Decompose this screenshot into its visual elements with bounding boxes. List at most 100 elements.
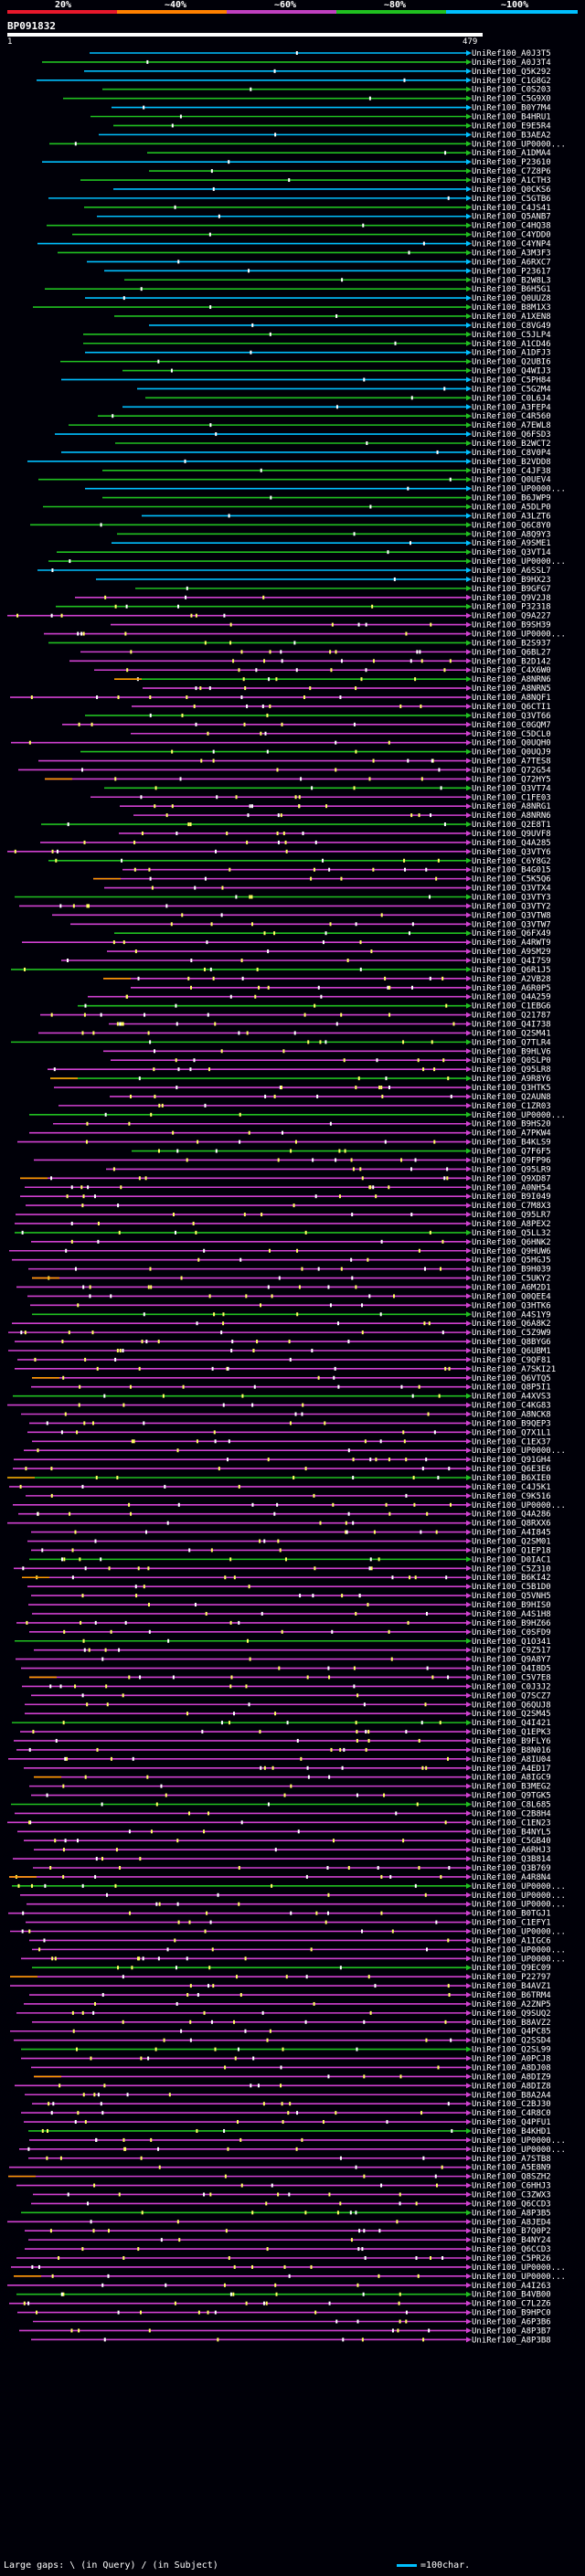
hit-label[interactable]: UniRef100_Q2SM01 (472, 1538, 551, 1547)
hit-label[interactable]: UniRef100_Q4A286 (472, 1511, 551, 1520)
hit-label[interactable]: UniRef100_Q0UEV4 (472, 476, 551, 485)
hit-label[interactable]: UniRef100_Q0UUZ8 (472, 294, 551, 303)
hit-label[interactable]: UniRef100_B6TRM4 (472, 1991, 551, 2000)
hit-label[interactable]: UniRef100_Q1O341 (472, 1638, 551, 1647)
hit-label[interactable]: UniRef100_Q72HY5 (472, 775, 551, 784)
hit-label[interactable]: UniRef100_Q8BYG6 (472, 1338, 551, 1347)
hit-label[interactable]: UniRef100_C5GTB6 (472, 195, 551, 204)
hit-label[interactable]: UniRef100_Q6CCD3 (472, 2200, 551, 2209)
hit-label[interactable]: UniRef100_Q9SUQ2 (472, 2009, 551, 2019)
hit-label[interactable]: UniRef100_Q2E8T1 (472, 821, 551, 830)
hit-label[interactable]: UniRef100_Q2SM45 (472, 1710, 551, 1719)
hit-label[interactable]: UniRef100_B4G015 (472, 866, 551, 875)
hit-label[interactable]: UniRef100_A6M2D1 (472, 1283, 551, 1292)
hit-label[interactable]: UniRef100_A0J3T5 (472, 49, 551, 58)
hit-label[interactable]: UniRef100_A4S1Y9 (472, 1310, 551, 1320)
hit-label[interactable]: UniRef100_A8DJ08 (472, 2063, 551, 2072)
hit-label[interactable]: UniRef100_Q2AUN8 (472, 1093, 551, 1102)
hit-label[interactable]: UniRef100_A1DFJ3 (472, 349, 551, 358)
hit-label[interactable]: UniRef100_A8P3B8 (472, 2336, 551, 2345)
hit-label[interactable]: UniRef100_C1EBG6 (472, 1002, 551, 1012)
hit-label[interactable]: UniRef100_UP0000... (472, 2146, 566, 2155)
hit-label[interactable]: UniRef100_B9HPC0 (472, 2309, 551, 2318)
hit-label[interactable]: UniRef100_B0Y7M4 (472, 104, 551, 113)
hit-label[interactable]: UniRef100_A6RXC7 (472, 258, 551, 267)
hit-label[interactable]: UniRef100_Q4I7S9 (472, 957, 551, 966)
hit-label[interactable]: UniRef100_B8M1X3 (472, 303, 551, 313)
hit-label[interactable]: UniRef100_UP0000... (472, 1882, 566, 1892)
hit-label[interactable]: UniRef100_A1DMA4 (472, 149, 551, 158)
hit-label[interactable]: UniRef100_C5GB40 (472, 1837, 551, 1846)
hit-label[interactable]: UniRef100_Q1EP18 (472, 1546, 551, 1555)
hit-label[interactable]: UniRef100_B2W8L3 (472, 276, 551, 285)
hit-label[interactable]: UniRef100_E9E5R4 (472, 122, 551, 131)
hit-label[interactable]: UniRef100_B6H5G1 (472, 285, 551, 294)
hit-label[interactable]: UniRef100_A7PKW4 (472, 1129, 551, 1139)
hit-label[interactable]: UniRef100_A8PEX2 (472, 1220, 551, 1229)
hit-label[interactable]: UniRef100_A4XVS3 (472, 1393, 551, 1402)
hit-label[interactable]: UniRef100_B4KLS9 (472, 1139, 551, 1148)
hit-label[interactable]: UniRef100_Q9V2J8 (472, 594, 551, 603)
hit-label[interactable]: UniRef100_Q6A8K2 (472, 1320, 551, 1329)
hit-label[interactable]: UniRef100_A8Q9Y3 (472, 530, 551, 539)
hit-label[interactable]: UniRef100_A0PCJ8 (472, 2055, 551, 2064)
hit-label[interactable]: UniRef100_Q3HTK6 (472, 1301, 551, 1310)
hit-label[interactable]: UniRef100_A6R0P5 (472, 984, 551, 993)
hit-label[interactable]: UniRef100_A8NRG1 (472, 802, 551, 811)
hit-label[interactable]: UniRef100_B3AEA2 (472, 131, 551, 140)
hit-label[interactable]: UniRef100_Q7F6F5 (472, 1148, 551, 1157)
hit-label[interactable]: UniRef100_A1CD46 (472, 340, 551, 349)
hit-label[interactable]: UniRef100_Q21787 (472, 1012, 551, 1021)
hit-label[interactable]: UniRef100_B4VB00 (472, 2291, 551, 2300)
hit-label[interactable]: UniRef100_C4YNP4 (472, 240, 551, 249)
hit-label[interactable]: UniRef100_A0J3T4 (472, 58, 551, 68)
hit-label[interactable]: UniRef100_Q3B769 (472, 1864, 551, 1873)
hit-label[interactable]: UniRef100_A8NQF1 (472, 694, 551, 703)
hit-label[interactable]: UniRef100_B2VDD8 (472, 458, 551, 467)
hit-label[interactable]: UniRef100_B6JWP9 (472, 494, 551, 504)
hit-label[interactable]: UniRef100_C8VG49 (472, 322, 551, 331)
hit-label[interactable]: UniRef100_C5PR26 (472, 2254, 551, 2263)
hit-label[interactable]: UniRef100_B0TGJ1 (472, 1910, 551, 1919)
hit-label[interactable]: UniRef100_UP0000... (472, 140, 566, 149)
hit-label[interactable]: UniRef100_C4R8C0 (472, 2109, 551, 2118)
hit-label[interactable]: UniRef100_C5DCL0 (472, 730, 551, 739)
hit-label[interactable]: UniRef100_Q4WIJ3 (472, 367, 551, 376)
hit-label[interactable]: UniRef100_A4S1H8 (472, 1610, 551, 1619)
hit-label[interactable]: UniRef100_UP0000... (472, 485, 566, 494)
hit-label[interactable]: UniRef100_A7SKI21 (472, 1365, 556, 1374)
hit-label[interactable]: UniRef100_C8V0P4 (472, 449, 551, 458)
hit-label[interactable]: UniRef100_A8DIZ9 (472, 2072, 551, 2082)
hit-label[interactable]: UniRef100_B2D142 (472, 657, 551, 666)
hit-label[interactable]: UniRef100_A5DLP0 (472, 504, 551, 513)
hit-label[interactable]: UniRef100_Q95LR8 (472, 1065, 551, 1075)
hit-label[interactable]: UniRef100_C6Y8G2 (472, 857, 551, 866)
hit-label[interactable]: UniRef100_C3ZWX3 (472, 2190, 551, 2200)
hit-label[interactable]: UniRef100_C4R560 (472, 412, 551, 421)
hit-label[interactable]: UniRef100_Q4A259 (472, 993, 551, 1002)
hit-label[interactable]: UniRef100_B2S937 (472, 639, 551, 648)
hit-label[interactable]: UniRef100_A1XEN8 (472, 313, 551, 322)
hit-label[interactable]: UniRef100_C0GQM7 (472, 721, 551, 730)
hit-label[interactable]: UniRef100_Q9XD87 (472, 1174, 551, 1183)
hit-label[interactable]: UniRef100_C4X6W0 (472, 666, 551, 675)
hit-label[interactable]: UniRef100_A4I263 (472, 2282, 551, 2291)
hit-label[interactable]: UniRef100_C4HQ38 (472, 222, 551, 231)
hit-label[interactable]: UniRef100_Q95LR7 (472, 1211, 551, 1220)
hit-label[interactable]: UniRef100_A3LZT6 (472, 512, 551, 521)
hit-label[interactable]: UniRef100_A6RHJ3 (472, 1846, 551, 1855)
hit-label[interactable]: UniRef100_A2ZNP5 (472, 2000, 551, 2009)
hit-label[interactable]: UniRef100_Q3VT66 (472, 712, 551, 721)
hit-label[interactable]: UniRef100_C0J3J2 (472, 1682, 551, 1691)
hit-label[interactable]: UniRef100_B9HX23 (472, 576, 551, 585)
hit-label[interactable]: UniRef100_UP0000... (472, 1892, 566, 1901)
hit-label[interactable]: UniRef100_Q5ANB7 (472, 213, 551, 222)
hit-label[interactable]: UniRef100_Q4A285 (472, 839, 551, 848)
hit-label[interactable]: UniRef100_B4AVZ1 (472, 1982, 551, 1991)
hit-label[interactable]: UniRef100_A8P3B5 (472, 2209, 551, 2218)
hit-label[interactable]: UniRef100_Q0UQJ9 (472, 748, 551, 758)
hit-label[interactable]: UniRef100_A3FEP4 (472, 403, 551, 412)
hit-label[interactable]: UniRef100_Q6R1J5 (472, 966, 551, 975)
hit-label[interactable]: UniRef100_B9HLV6 (472, 1047, 551, 1056)
hit-label[interactable]: UniRef100_B9FLY6 (472, 1737, 551, 1746)
